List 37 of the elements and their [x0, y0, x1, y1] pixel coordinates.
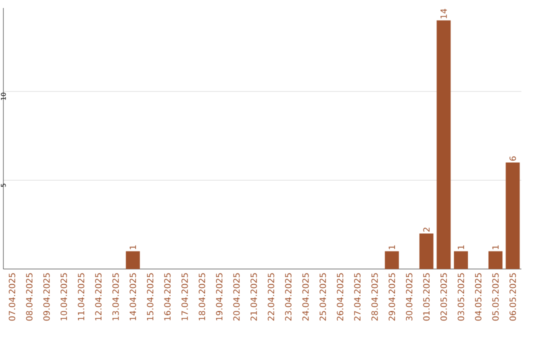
data-label: 1 [388, 245, 395, 250]
x-tick-label: 22.04.2025 [268, 273, 274, 321]
x-tick-label: 01.05.2025 [423, 273, 430, 321]
data-label: 1 [492, 245, 499, 250]
data-label: 6 [510, 156, 516, 161]
x-tick-label: 09.04.2025 [43, 273, 50, 321]
x-tick-label: 26.04.2025 [336, 273, 344, 321]
x-tick-label: 19.04.2025 [216, 273, 222, 320]
x-tick-label: 21.04.2025 [250, 273, 257, 321]
data-label: 2 [423, 228, 430, 232]
x-tick-label: 15.04.2025 [146, 273, 154, 320]
x-tick-label: 03.05.2025 [458, 273, 464, 321]
x-tick-label: 30.04.2025 [406, 273, 412, 321]
x-tick-label: 07.04.2025 [8, 273, 16, 321]
x-tick-label: 10.04.2025 [60, 273, 68, 320]
x-tick-label: 24.04.2025 [302, 273, 309, 321]
data-label: 14 [440, 8, 447, 18]
data-label: 1 [130, 245, 136, 250]
x-tick-label: 02.05.2025 [440, 273, 447, 321]
x-tick-label: 25.04.2025 [320, 273, 326, 321]
x-tick-label: 11.04.2025 [78, 273, 84, 320]
x-tick-label: 28.04.2025 [371, 273, 378, 321]
x-tick-label: 18.04.2025 [198, 273, 206, 320]
x-tick-label: 27.04.2025 [354, 273, 361, 321]
x-tick-label: 17.04.2025 [181, 273, 188, 320]
x-tick-label: 14.04.2025 [130, 273, 136, 320]
x-tick-label: 29.04.2025 [388, 273, 396, 321]
x-tick-label: 08.04.2025 [26, 273, 32, 321]
x-tick-label: 06.05.2025 [510, 273, 516, 321]
data-label: 1 [458, 245, 464, 250]
x-tick-label: 20.04.2025 [233, 273, 240, 321]
x-tick-label: 16.04.2025 [164, 273, 171, 320]
x-tick-label: 12.04.2025 [95, 273, 102, 320]
x-tick-label: 04.05.2025 [474, 273, 482, 321]
x-tick-label: 05.05.2025 [492, 273, 499, 321]
x-tick-label: 13.04.2025 [112, 273, 119, 320]
x-tick-label: 23.04.2025 [285, 273, 292, 321]
